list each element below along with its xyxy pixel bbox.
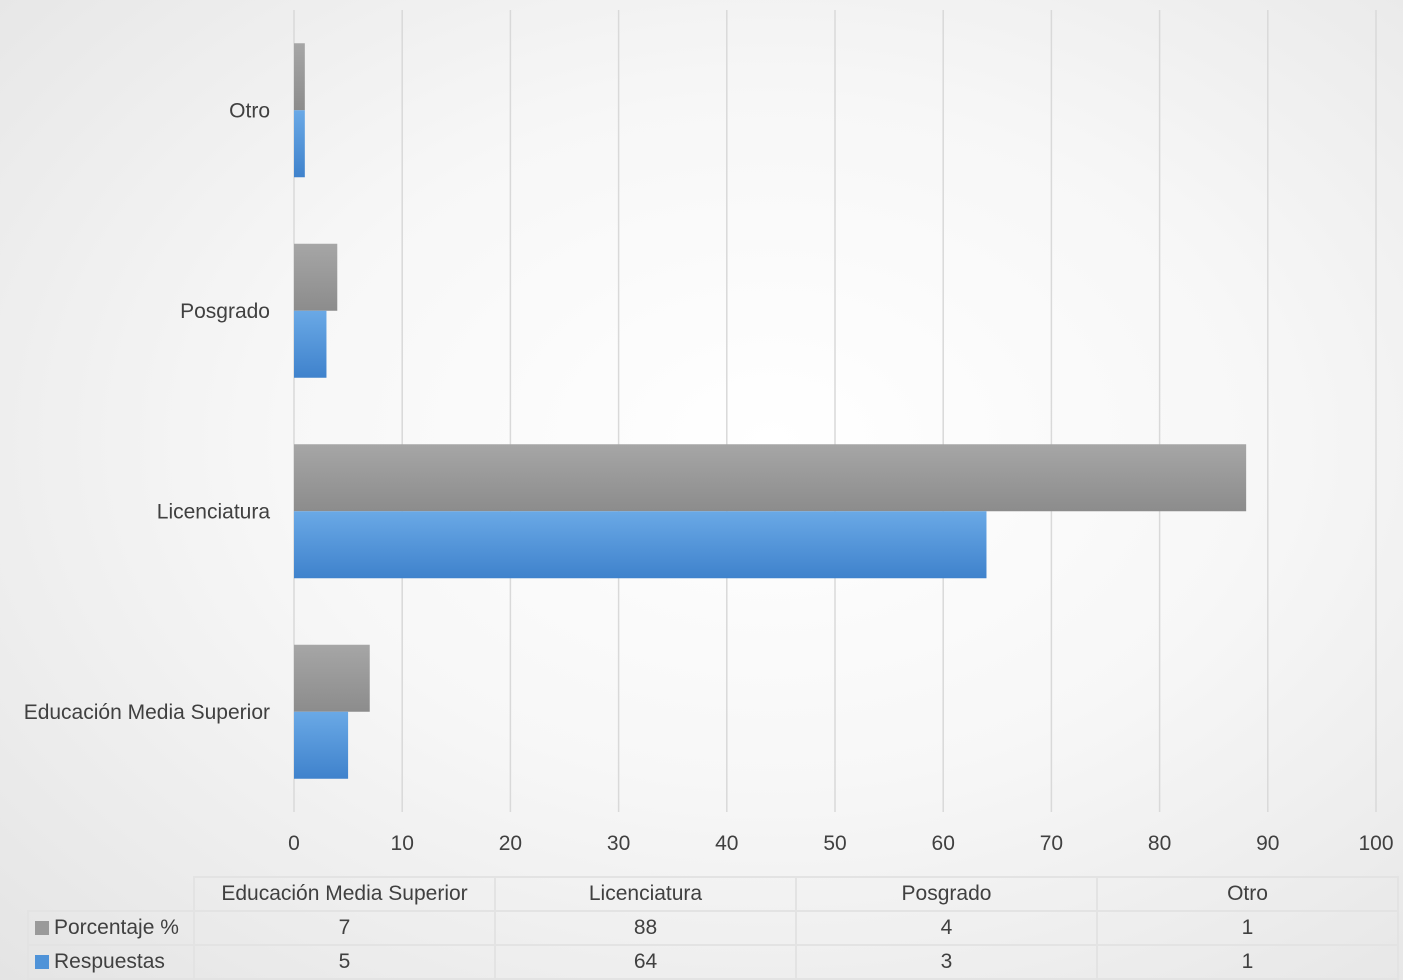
x-tick-label: 90 bbox=[1256, 832, 1279, 855]
table-cell: 88 bbox=[494, 910, 797, 946]
table-column-header: Posgrado bbox=[795, 876, 1098, 912]
bars bbox=[294, 43, 1247, 779]
x-tick-label: 20 bbox=[499, 832, 522, 855]
bar-porcentaje bbox=[294, 43, 305, 111]
value-axis: 0 10 20 30 40 50 60 70 80 90 100 bbox=[288, 832, 1393, 855]
bar-porcentaje bbox=[294, 444, 1247, 512]
legend-entry: Respuestas bbox=[27, 944, 195, 980]
gridlines bbox=[293, 10, 1377, 812]
category-label: Otro bbox=[229, 99, 270, 122]
table-cell: 1 bbox=[1096, 910, 1399, 946]
bar-respuestas bbox=[294, 110, 305, 178]
x-tick-label: 50 bbox=[823, 832, 846, 855]
category-axis: Educación Media Superior Licenciatura Posg… bbox=[24, 99, 271, 724]
x-tick-label: 10 bbox=[391, 832, 414, 855]
table-cell: 1 bbox=[1096, 944, 1399, 980]
bar-chart: Educación Media Superior Licenciatura Posg… bbox=[24, 10, 1394, 855]
table-column-header: Educación Media Superior bbox=[193, 876, 496, 912]
category-label: Educación Media Superior bbox=[24, 701, 270, 724]
table-cell: 4 bbox=[795, 910, 1098, 946]
x-tick-label: 40 bbox=[715, 832, 738, 855]
bar-respuestas bbox=[294, 511, 987, 579]
x-tick-label: 60 bbox=[932, 832, 955, 855]
table-column-header: Otro bbox=[1096, 876, 1399, 912]
legend-swatch bbox=[35, 921, 49, 935]
table-header-row: Educación Media Superior Licenciatura Posg… bbox=[28, 876, 1399, 912]
x-tick-label: 100 bbox=[1358, 832, 1393, 855]
table-row: Respuestas 5 64 3 1 bbox=[27, 944, 1399, 980]
bar-porcentaje bbox=[294, 644, 370, 712]
bar-respuestas bbox=[294, 310, 327, 378]
category-label: Posgrado bbox=[180, 300, 270, 323]
legend-label: Respuestas bbox=[54, 950, 165, 973]
table-cell: 7 bbox=[193, 910, 496, 946]
x-tick-label: 0 bbox=[288, 832, 300, 855]
bar-respuestas bbox=[294, 711, 349, 779]
category-label: Licenciatura bbox=[157, 500, 271, 523]
table-row: Porcentaje % 7 88 4 1 bbox=[27, 910, 1399, 946]
table-column-header: Licenciatura bbox=[494, 876, 797, 912]
legend-entry: Porcentaje % bbox=[27, 910, 195, 946]
table-cell: 5 bbox=[193, 944, 496, 980]
x-tick-label: 30 bbox=[607, 832, 630, 855]
bar-porcentaje bbox=[294, 243, 338, 311]
legend-swatch bbox=[35, 955, 49, 969]
table-corner bbox=[28, 877, 194, 911]
table-cell: 64 bbox=[494, 944, 797, 980]
legend-label: Porcentaje % bbox=[54, 916, 179, 939]
data-table: Educación Media Superior Licenciatura Posg… bbox=[27, 876, 1399, 980]
x-tick-label: 70 bbox=[1040, 832, 1063, 855]
table-cell: 3 bbox=[795, 944, 1098, 980]
x-tick-label: 80 bbox=[1148, 832, 1171, 855]
